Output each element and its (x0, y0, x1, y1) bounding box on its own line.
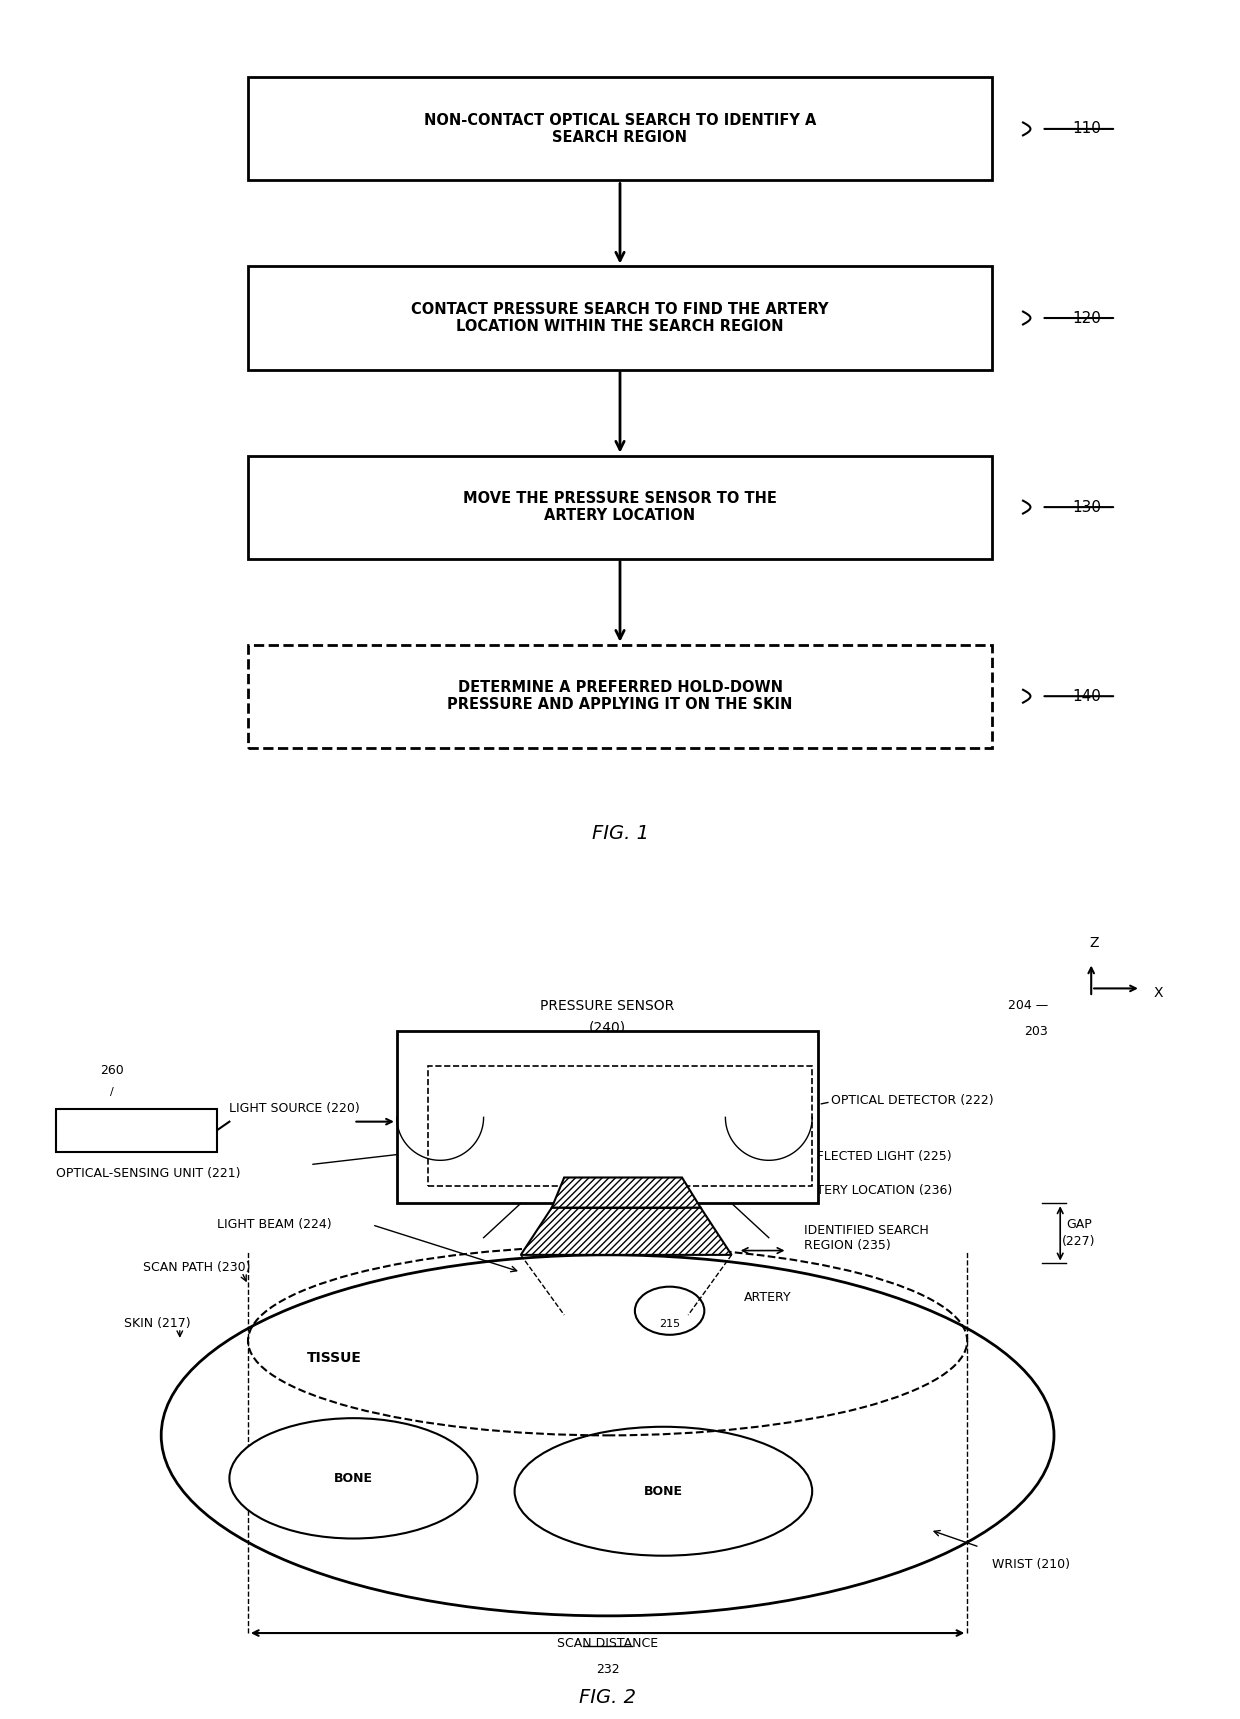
Text: GAP: GAP (1066, 1219, 1091, 1231)
Ellipse shape (515, 1427, 812, 1556)
Circle shape (635, 1286, 704, 1334)
Text: ACTUATOR: ACTUATOR (100, 1124, 172, 1136)
Text: LIGHT BEAM (224): LIGHT BEAM (224) (217, 1219, 331, 1231)
Text: SCAN PATH (230): SCAN PATH (230) (143, 1262, 250, 1274)
Text: 120: 120 (1073, 311, 1101, 325)
Text: OPTICAL DETECTOR (222): OPTICAL DETECTOR (222) (831, 1093, 993, 1107)
Ellipse shape (161, 1255, 1054, 1616)
Polygon shape (552, 1178, 701, 1207)
FancyBboxPatch shape (248, 456, 992, 559)
Text: 130: 130 (1073, 500, 1101, 514)
Text: /: / (109, 1086, 114, 1097)
Text: 110: 110 (1073, 122, 1101, 136)
Text: 204 —: 204 — (1008, 999, 1048, 1012)
Text: FIG. 1: FIG. 1 (591, 823, 649, 844)
Text: MOVE THE PRESSURE SENSOR TO THE
ARTERY LOCATION: MOVE THE PRESSURE SENSOR TO THE ARTERY L… (463, 492, 777, 523)
Text: SKIN (217): SKIN (217) (124, 1317, 191, 1331)
Text: CONTACT PRESSURE SEARCH TO FIND THE ARTERY
LOCATION WITHIN THE SEARCH REGION: CONTACT PRESSURE SEARCH TO FIND THE ARTE… (412, 303, 828, 333)
Text: BONE: BONE (644, 1485, 683, 1497)
Text: (240): (240) (589, 1019, 626, 1035)
Text: PRESSURE SENSOR: PRESSURE SENSOR (541, 999, 675, 1012)
Text: BONE: BONE (334, 1471, 373, 1485)
Text: SCAN DISTANCE: SCAN DISTANCE (557, 1636, 658, 1650)
Text: LIGHT SOURCE (220): LIGHT SOURCE (220) (229, 1102, 360, 1116)
Text: FIG. 2: FIG. 2 (579, 1688, 636, 1707)
Text: WRIST (210): WRIST (210) (992, 1557, 1070, 1571)
Text: OPTICAL-SENSING UNIT (221): OPTICAL-SENSING UNIT (221) (56, 1167, 241, 1179)
Text: NON-CONTACT OPTICAL SEARCH TO IDENTIFY A
SEARCH REGION: NON-CONTACT OPTICAL SEARCH TO IDENTIFY A… (424, 113, 816, 144)
Text: 140: 140 (1073, 689, 1101, 703)
FancyBboxPatch shape (248, 645, 992, 748)
FancyBboxPatch shape (397, 1031, 818, 1203)
FancyBboxPatch shape (248, 77, 992, 180)
Text: 215: 215 (658, 1320, 681, 1329)
Text: REFLECTED LIGHT (225): REFLECTED LIGHT (225) (800, 1150, 951, 1162)
Text: 203: 203 (1024, 1025, 1048, 1038)
FancyBboxPatch shape (564, 1178, 682, 1207)
Ellipse shape (229, 1418, 477, 1539)
Text: IDENTIFIED SEARCH
REGION (235): IDENTIFIED SEARCH REGION (235) (804, 1224, 929, 1251)
Text: X: X (1153, 985, 1163, 1000)
FancyBboxPatch shape (56, 1109, 217, 1152)
Polygon shape (521, 1207, 732, 1255)
Text: ARTERY: ARTERY (744, 1291, 791, 1305)
Text: ARTERY LOCATION (236): ARTERY LOCATION (236) (800, 1184, 952, 1196)
Text: (227): (227) (1061, 1236, 1096, 1248)
Text: Z: Z (1089, 935, 1099, 949)
Text: TISSUE: TISSUE (308, 1351, 362, 1365)
Text: 232: 232 (595, 1664, 620, 1676)
FancyBboxPatch shape (248, 266, 992, 370)
Text: 260: 260 (99, 1064, 124, 1076)
Text: DETERMINE A PREFERRED HOLD-DOWN
PRESSURE AND APPLYING IT ON THE SKIN: DETERMINE A PREFERRED HOLD-DOWN PRESSURE… (448, 681, 792, 712)
